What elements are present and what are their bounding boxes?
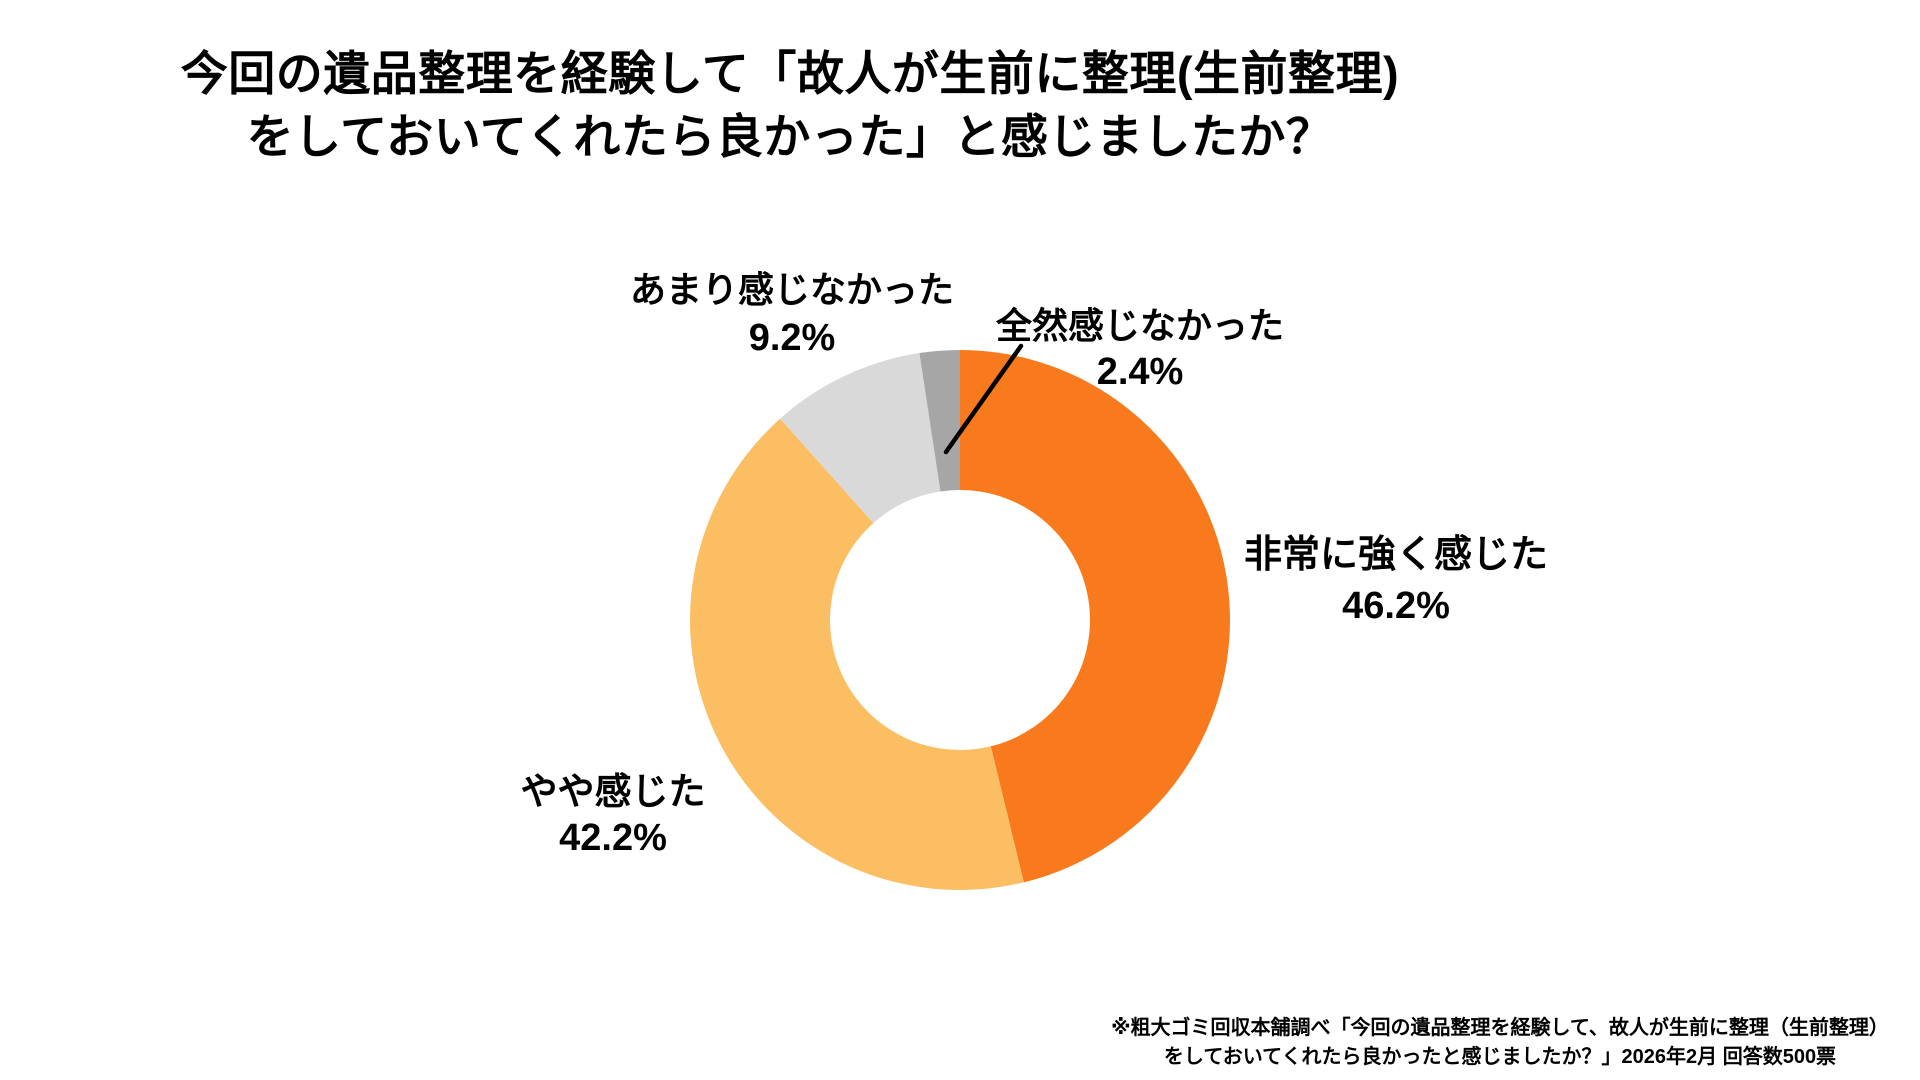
slice-percent: 9.2% bbox=[748, 317, 836, 359]
slice-percent: 2.4% bbox=[1096, 351, 1184, 393]
slice-label-text: 全然感じなかった bbox=[995, 305, 1284, 346]
slice-label-text: やや感じた bbox=[520, 771, 706, 812]
slice-label-not-much: あまり感じなかった 9.2% bbox=[542, 266, 1042, 362]
slice-label-text: 非常に強く感じた bbox=[1243, 534, 1548, 576]
slice-label-very-strongly: 非常に強く感じた 46.2% bbox=[1146, 530, 1646, 632]
source-note-line-1: ※粗大ゴミ回収本舗調べ「今回の遺品整理を経験して、故人が生前に整理（生前整理） bbox=[1111, 1017, 1889, 1039]
slice-percent: 42.2% bbox=[559, 817, 667, 859]
slice-label-text: あまり感じなかった bbox=[629, 269, 954, 310]
source-note: ※粗大ゴミ回収本舗調べ「今回の遺品整理を経験して、故人が生前に整理（生前整理） … bbox=[1080, 1014, 1920, 1072]
slice-label-somewhat: やや感じた 42.2% bbox=[363, 768, 863, 862]
donut-slice-0 bbox=[960, 350, 1230, 883]
donut-slice-2 bbox=[780, 353, 941, 524]
leader-line bbox=[943, 343, 1024, 455]
slice-label-not-at-all: 全然感じなかった 2.4% bbox=[890, 303, 1390, 395]
chart-title: 今回の遺品整理を経験して「故人が生前に整理(生前整理) をしておいてくれたら良か… bbox=[0, 42, 1580, 168]
source-note-line-2: をしておいてくれたら良かったと感じましたか？」2026年2月 回答数500票 bbox=[1163, 1046, 1837, 1068]
donut-slice-1 bbox=[690, 418, 1024, 890]
chart-title-line-2: をしておいてくれたら良かった」と感じましたか？ bbox=[246, 110, 1334, 163]
chart-title-line-1: 今回の遺品整理を経験して「故人が生前に整理(生前整理) bbox=[180, 47, 1400, 100]
donut-slices bbox=[690, 350, 1230, 890]
donut-slice-3 bbox=[919, 350, 960, 492]
slice-percent: 46.2% bbox=[1342, 585, 1450, 627]
